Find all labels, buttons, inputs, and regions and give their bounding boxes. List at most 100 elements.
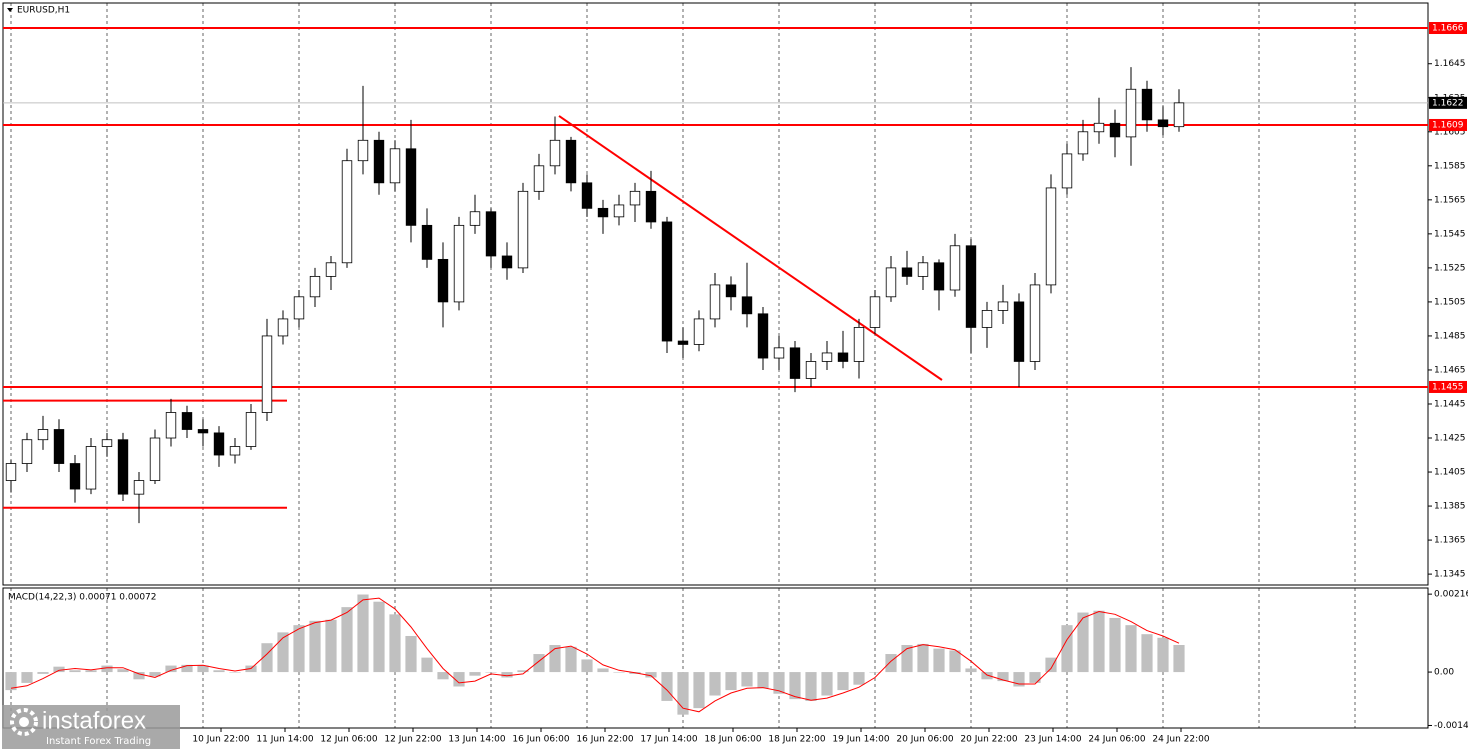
candle-body bbox=[661, 221, 673, 342]
candle bbox=[5, 460, 17, 493]
macd-bar bbox=[325, 619, 337, 673]
candle bbox=[613, 194, 625, 226]
x-tick-label: 19 Jun 14:00 bbox=[832, 735, 889, 745]
candle-body bbox=[981, 310, 993, 328]
macd-bar bbox=[69, 670, 81, 673]
x-tick-label: 16 Jun 06:00 bbox=[512, 735, 569, 745]
macd-bar bbox=[133, 672, 145, 680]
macd-bar bbox=[5, 672, 17, 691]
candle bbox=[1173, 89, 1185, 132]
candle bbox=[453, 216, 465, 311]
candle-body bbox=[437, 258, 449, 303]
macd-bar bbox=[581, 659, 593, 673]
y-tick-label: 1.1465 bbox=[1434, 365, 1466, 375]
x-tick-label: 20 Jun 06:00 bbox=[896, 735, 953, 745]
candle bbox=[437, 242, 449, 328]
candle bbox=[181, 405, 193, 439]
drawn-line bbox=[558, 115, 943, 381]
candle-body bbox=[789, 347, 801, 379]
candle-body bbox=[149, 437, 161, 481]
candle bbox=[773, 335, 785, 370]
x-tick-label: 24 Jun 22:00 bbox=[1152, 735, 1209, 745]
candle-body bbox=[693, 318, 705, 345]
candle-body bbox=[837, 352, 849, 362]
macd-bar bbox=[1029, 672, 1041, 683]
y-tick-label: 1.1525 bbox=[1434, 263, 1466, 273]
y-tick-label: 1.1545 bbox=[1434, 229, 1466, 239]
candle bbox=[757, 307, 769, 370]
x-tick-label: 10 Jun 22:00 bbox=[192, 735, 249, 745]
y-tick-label: 1.1505 bbox=[1434, 297, 1466, 307]
level-tag bbox=[1429, 118, 1467, 131]
macd-bar bbox=[949, 650, 961, 673]
macd-bar bbox=[1109, 617, 1121, 673]
candle bbox=[597, 199, 609, 234]
y-tick-label: 0.00 bbox=[1434, 668, 1454, 678]
candle-body bbox=[1061, 153, 1073, 189]
candle bbox=[293, 290, 305, 328]
candle-body bbox=[197, 429, 209, 434]
macd-bar bbox=[373, 601, 385, 673]
y-tick-label: 1.1345 bbox=[1434, 570, 1466, 580]
macd-panel bbox=[2, 587, 1429, 729]
candle-body bbox=[757, 313, 769, 359]
menu-arrow[interactable] bbox=[7, 8, 13, 12]
candle bbox=[549, 116, 561, 175]
macd-bar bbox=[725, 672, 737, 691]
candle-body bbox=[917, 262, 929, 277]
candle bbox=[645, 170, 657, 229]
level-tag bbox=[1429, 22, 1467, 35]
candle-body bbox=[341, 160, 353, 264]
x-tick-label: 17 Jun 14:00 bbox=[640, 735, 697, 745]
candle bbox=[85, 438, 97, 495]
candle bbox=[325, 255, 337, 291]
macd-bar bbox=[309, 620, 321, 673]
macd-bar bbox=[613, 672, 625, 673]
macd-bar bbox=[741, 672, 753, 687]
current-price-label: 1.1622 bbox=[1432, 98, 1464, 108]
candle bbox=[1045, 174, 1057, 294]
candle bbox=[261, 318, 273, 421]
candle bbox=[69, 455, 81, 503]
level-tag bbox=[1429, 380, 1467, 393]
macd-bar bbox=[21, 672, 33, 683]
candle-body bbox=[549, 139, 561, 167]
candle bbox=[37, 415, 49, 450]
candle-body bbox=[117, 439, 129, 495]
candle-body bbox=[741, 296, 753, 315]
macd-bar bbox=[261, 643, 273, 673]
macd-bar bbox=[869, 672, 881, 673]
macd-bar bbox=[837, 672, 849, 691]
macd-bar bbox=[773, 672, 785, 694]
macd-bar bbox=[1173, 645, 1185, 673]
candle-body bbox=[229, 446, 241, 456]
candle-body bbox=[309, 275, 321, 298]
y-tick-label: 1.1585 bbox=[1434, 161, 1466, 171]
candle bbox=[501, 242, 513, 280]
candle bbox=[805, 352, 817, 387]
candle-body bbox=[869, 296, 881, 328]
candle-body bbox=[1109, 122, 1121, 138]
candle-body bbox=[373, 139, 385, 184]
macd-bar bbox=[117, 669, 129, 673]
candle-body bbox=[213, 432, 225, 456]
y-tick-label: 1.1485 bbox=[1434, 331, 1466, 341]
macd-bar bbox=[37, 672, 49, 674]
price-panel bbox=[2, 2, 1429, 586]
candle-body bbox=[37, 429, 49, 441]
candle-body bbox=[997, 301, 1009, 311]
candle-body bbox=[677, 340, 689, 345]
macd-bar bbox=[277, 632, 289, 673]
candle-body bbox=[613, 204, 625, 218]
candle bbox=[1061, 143, 1073, 195]
y-tick-label: -0.00148 bbox=[1434, 721, 1468, 731]
x-tick-label: 20 Jun 22:00 bbox=[960, 735, 1017, 745]
candle-body bbox=[1093, 122, 1105, 133]
candle-body bbox=[101, 439, 113, 447]
candle bbox=[149, 429, 161, 484]
macd-bar bbox=[357, 594, 369, 673]
candle-body bbox=[773, 347, 785, 359]
macd-bar bbox=[1077, 612, 1089, 673]
y-tick-label: 1.1385 bbox=[1434, 502, 1466, 512]
candle-body bbox=[709, 284, 721, 320]
